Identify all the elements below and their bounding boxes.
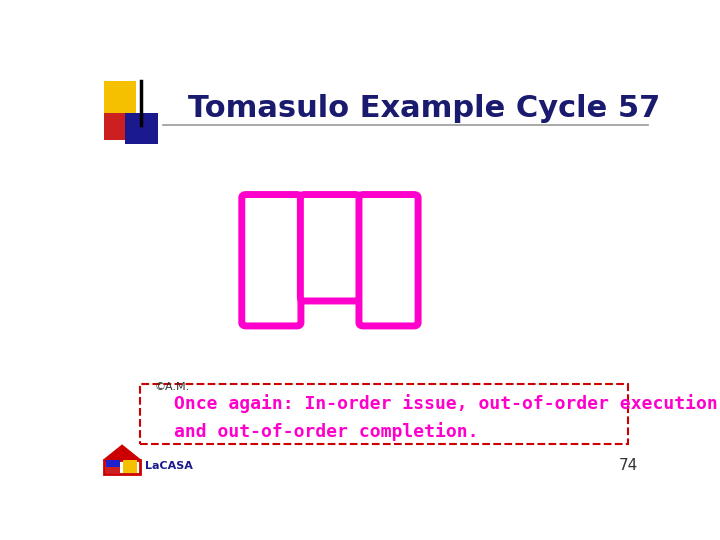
Text: and out-of-order completion.: and out-of-order completion. <box>174 422 478 441</box>
FancyBboxPatch shape <box>359 194 418 326</box>
Polygon shape <box>104 446 140 460</box>
Bar <box>104 113 125 140</box>
FancyBboxPatch shape <box>300 194 359 301</box>
FancyBboxPatch shape <box>242 194 301 326</box>
Text: Tomasulo Example Cycle 57: Tomasulo Example Cycle 57 <box>188 94 660 123</box>
Bar <box>104 82 136 113</box>
Bar <box>106 467 120 473</box>
Text: LaCASA: LaCASA <box>145 461 192 471</box>
FancyBboxPatch shape <box>140 384 629 444</box>
Bar <box>106 461 120 467</box>
Bar <box>125 113 158 144</box>
Bar <box>123 461 137 467</box>
Bar <box>123 467 137 473</box>
Text: 74: 74 <box>619 458 638 473</box>
Text: Once again: In-order issue, out-of-order execution: Once again: In-order issue, out-of-order… <box>174 394 717 413</box>
Text: ©A.M.: ©A.M. <box>154 382 189 392</box>
Bar <box>104 460 140 474</box>
